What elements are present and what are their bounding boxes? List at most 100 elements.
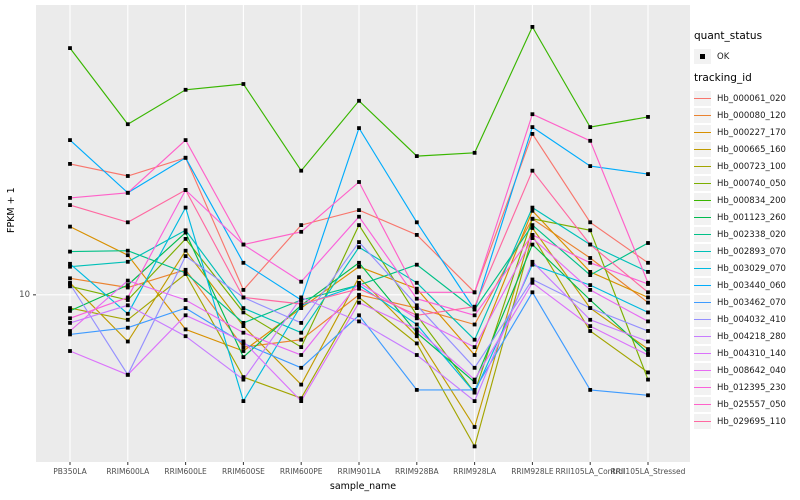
legend-entry: Hb_000061_020 bbox=[694, 90, 800, 107]
legend-entry-label: Hb_000834_200 bbox=[717, 195, 786, 206]
data-point bbox=[241, 242, 246, 247]
x-tick-label: RRIM928LA bbox=[453, 467, 497, 476]
data-point bbox=[299, 223, 304, 227]
legend-entry: Hb_000665_160 bbox=[694, 141, 800, 158]
data-point bbox=[183, 155, 188, 160]
x-tick-label: RRII105LA_Stressed bbox=[611, 467, 686, 476]
data-point bbox=[183, 313, 188, 318]
legend-entry-label: Hb_002338_020 bbox=[717, 229, 786, 240]
data-point bbox=[588, 283, 593, 287]
data-point bbox=[299, 330, 304, 335]
y-tick-label-10: 10 bbox=[19, 290, 30, 300]
legend-entry-label: Hb_000061_020 bbox=[717, 93, 786, 104]
data-point bbox=[414, 303, 419, 308]
data-point bbox=[68, 276, 72, 281]
data-point bbox=[472, 380, 477, 384]
data-point bbox=[472, 399, 477, 403]
legend-swatch-line-icon bbox=[694, 336, 711, 337]
data-point bbox=[299, 298, 304, 302]
data-point bbox=[357, 98, 361, 103]
data-point bbox=[357, 223, 361, 227]
data-point bbox=[646, 270, 650, 274]
data-point bbox=[588, 329, 593, 333]
data-point bbox=[183, 205, 188, 210]
legend-swatch-line-icon bbox=[694, 115, 711, 116]
data-point bbox=[414, 296, 419, 301]
data-point bbox=[414, 262, 419, 267]
legend-entry-label: Hb_004218_280 bbox=[717, 331, 786, 342]
data-point bbox=[125, 174, 130, 178]
legend-key-box bbox=[694, 414, 711, 429]
data-point bbox=[646, 393, 650, 398]
data-point bbox=[646, 290, 650, 295]
data-point bbox=[183, 138, 188, 142]
data-point bbox=[414, 233, 419, 237]
data-point bbox=[299, 399, 304, 403]
data-point bbox=[530, 233, 535, 237]
legend-swatch-line-icon bbox=[694, 183, 711, 184]
data-point bbox=[68, 203, 72, 207]
data-point bbox=[125, 278, 130, 283]
legend-entry: Hb_000723_100 bbox=[694, 158, 800, 175]
legend-swatch-line-icon bbox=[694, 132, 711, 133]
data-point bbox=[357, 286, 361, 291]
data-point bbox=[125, 285, 130, 290]
legend-swatch-line-icon bbox=[694, 404, 711, 405]
data-point bbox=[414, 220, 419, 225]
data-point bbox=[125, 259, 130, 264]
data-point bbox=[588, 220, 593, 225]
data-point bbox=[472, 353, 477, 357]
legend-key-box bbox=[694, 49, 711, 64]
data-point bbox=[68, 282, 72, 286]
data-point bbox=[299, 295, 304, 300]
legend-entry: Hb_025557_050 bbox=[694, 396, 800, 413]
data-point bbox=[357, 292, 361, 297]
legend-key-box bbox=[694, 380, 711, 395]
data-point bbox=[530, 262, 535, 267]
legend-entry: Hb_002893_070 bbox=[694, 243, 800, 260]
data-point bbox=[588, 164, 593, 168]
data-point bbox=[241, 330, 246, 335]
data-point bbox=[646, 347, 650, 351]
data-point bbox=[357, 260, 361, 265]
legend-entry: Hb_004032_410 bbox=[694, 311, 800, 328]
legend-entry: Hb_003462_070 bbox=[694, 294, 800, 311]
x-axis-title: sample_name bbox=[329, 481, 397, 492]
data-point bbox=[414, 322, 419, 327]
data-point bbox=[299, 168, 304, 173]
legend-entry-label: Hb_000665_160 bbox=[717, 144, 786, 155]
legend-swatch-line-icon bbox=[694, 387, 711, 388]
legend-swatch-line-icon bbox=[694, 302, 711, 303]
data-point bbox=[414, 316, 419, 321]
data-point bbox=[299, 353, 304, 357]
data-point bbox=[183, 334, 188, 339]
data-point bbox=[646, 310, 650, 315]
legend-quant-status-title: quant_status bbox=[694, 30, 763, 42]
legend-entry: Hb_012395_230 bbox=[694, 379, 800, 396]
data-point bbox=[472, 444, 477, 449]
data-point bbox=[357, 275, 361, 280]
legend-entry-label: Hb_004310_140 bbox=[717, 348, 786, 359]
data-point bbox=[299, 365, 304, 370]
legend-key-box bbox=[694, 329, 711, 344]
data-point bbox=[68, 349, 72, 353]
data-point bbox=[299, 229, 304, 234]
data-point bbox=[530, 242, 535, 247]
x-tick-label: RRIM600LA bbox=[106, 467, 150, 476]
data-point bbox=[68, 329, 72, 333]
data-point bbox=[299, 345, 304, 349]
legend-tracking-id: tracking_id Hb_000061_020 Hb_000080_120 Hb… bbox=[694, 72, 800, 430]
legend-key-box bbox=[694, 363, 711, 378]
data-point bbox=[241, 295, 246, 300]
data-point bbox=[357, 264, 361, 269]
legend-tracking-title: tracking_id bbox=[694, 72, 752, 84]
data-point bbox=[472, 388, 477, 392]
data-point bbox=[183, 254, 188, 258]
legend-key-box bbox=[694, 159, 711, 174]
data-point bbox=[472, 290, 477, 295]
data-point bbox=[414, 286, 419, 291]
data-point bbox=[530, 277, 535, 282]
data-point bbox=[357, 300, 361, 305]
data-point bbox=[646, 241, 650, 245]
legend-swatch-line-icon bbox=[694, 217, 711, 218]
